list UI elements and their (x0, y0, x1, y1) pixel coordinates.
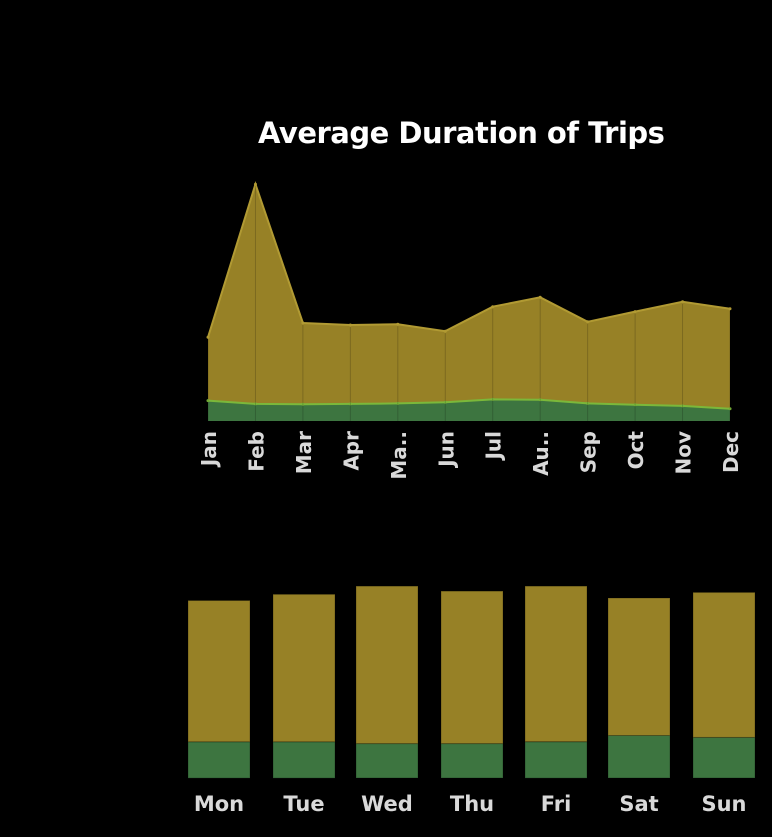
month-tick-label: Apr (339, 431, 363, 471)
weekday-tick-label: Fri (541, 792, 572, 816)
bar-tue-segment-2 (272, 593, 336, 743)
month-tick-label: Dec (719, 431, 743, 473)
month-tick-label: Ma.. (387, 431, 411, 480)
month-tick-label: Au.. (529, 431, 553, 476)
area-series-1-fill (208, 184, 730, 421)
area-point-1-2 (253, 182, 257, 186)
weekday-tick-label: Tue (283, 792, 324, 816)
month-tick-label: Feb (244, 431, 268, 472)
bar-sat-segment-2 (607, 597, 671, 736)
area-point-1-3 (301, 321, 305, 325)
area-point-1-12 (728, 307, 732, 311)
area-point-1-11 (681, 300, 685, 304)
month-tick-label: Mar (292, 431, 316, 474)
month-tick-label: Jul (482, 431, 506, 462)
month-tick-label: Oct (624, 431, 648, 470)
area-point-2-12 (728, 407, 732, 411)
area-point-2-9 (586, 401, 590, 405)
weekday-tick-label: Wed (361, 792, 413, 816)
bar-thu-segment-1 (440, 743, 504, 779)
chart-title: Average Duration of Trips (258, 116, 665, 150)
bar-wed-segment-2 (355, 585, 419, 745)
area-series-2-line (207, 398, 731, 410)
month-tick-label: Jun (434, 431, 458, 469)
month-tick-label: Sep (577, 431, 601, 473)
area-point-2-5 (396, 401, 400, 405)
area-point-2-4 (348, 402, 352, 406)
area-point-1-6 (443, 329, 447, 333)
area-point-1-8 (538, 295, 542, 299)
bar-mon-segment-2 (187, 600, 251, 743)
area-point-1-7 (491, 305, 495, 309)
area-point-2-8 (538, 398, 542, 402)
area-point-2-7 (491, 397, 495, 401)
bar-thu-segment-2 (440, 590, 504, 745)
bar-mon-segment-1 (187, 741, 251, 779)
weekday-tick-label: Sat (619, 792, 658, 816)
area-point-2-3 (301, 402, 305, 406)
area-point-2-2 (253, 402, 257, 406)
area-point-2-10 (633, 403, 637, 407)
area-point-1-10 (633, 310, 637, 314)
bar-sat-segment-1 (607, 735, 671, 779)
bar-wed-segment-1 (355, 743, 419, 779)
area-point-2-6 (443, 400, 447, 404)
weekday-tick-label: Sun (701, 792, 746, 816)
area-point-1-4 (348, 323, 352, 327)
monthly-area-chart: Jan Feb Mar Apr Ma.. Jun Jul Au.. Sep Oct Nov Dec (197, 180, 743, 480)
bar-sun-segment-1 (692, 736, 756, 779)
area-point-1-1 (206, 335, 210, 339)
area-point-2-1 (206, 399, 210, 403)
area-series-1-line (207, 180, 731, 338)
month-tick-label: Nov (672, 431, 696, 475)
weekday-tick-label: Thu (450, 792, 494, 816)
area-point-2-11 (681, 404, 685, 408)
weekday-bar-chart: Mon Tue Wed Thu Fri Sat Sun (187, 585, 756, 816)
area-point-1-9 (586, 320, 590, 324)
area-point-1-5 (396, 322, 400, 326)
bar-fri-segment-2 (524, 585, 588, 743)
bar-sun-segment-2 (692, 591, 756, 738)
bar-tue-segment-1 (272, 741, 336, 779)
month-tick-label: Jan (197, 431, 221, 468)
bar-fri-segment-1 (524, 741, 588, 779)
weekday-tick-label: Mon (194, 792, 244, 816)
